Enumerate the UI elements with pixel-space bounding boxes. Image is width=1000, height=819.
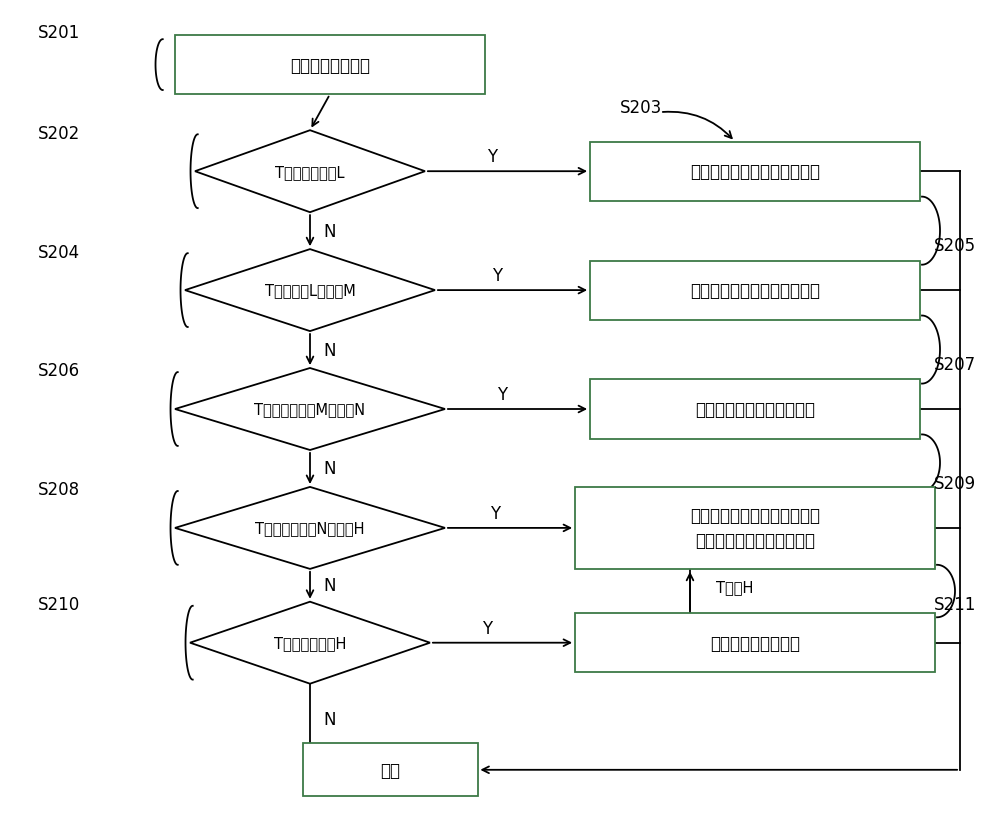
Bar	[590, 261, 920, 320]
Text: T小于H: T小于H	[716, 580, 754, 595]
Text: N: N	[324, 223, 336, 240]
Text: Y: Y	[487, 148, 498, 166]
Text: T是否大于等于H: T是否大于等于H	[274, 636, 346, 650]
Text: 电磁炉保持当前功率连续加热: 电磁炉保持当前功率连续加热	[690, 163, 820, 181]
Polygon shape	[195, 131, 425, 213]
Bar	[590, 380, 920, 439]
Polygon shape	[190, 602, 430, 684]
Text: N: N	[324, 577, 336, 595]
Bar	[302, 744, 478, 796]
Text: S210: S210	[38, 595, 80, 613]
Text: 返回: 返回	[380, 761, 400, 779]
Text: T是否大于等于N且小于H: T是否大于等于N且小于H	[255, 521, 365, 536]
Text: S211: S211	[934, 595, 976, 613]
Polygon shape	[185, 250, 435, 332]
Text: 控制电磁炉降低功率连续加热: 控制电磁炉降低功率连续加热	[690, 282, 820, 300]
Text: T是否大于等于M且小于N: T是否大于等于M且小于N	[254, 402, 366, 417]
Text: 电磁炉在当前调功比的基础上
降低调功比进行调功率加热: 电磁炉在当前调功比的基础上 降低调功比进行调功率加热	[690, 507, 820, 550]
Text: S206: S206	[38, 361, 80, 379]
Text: N: N	[324, 460, 336, 477]
Text: T是否大于L且小于M: T是否大于L且小于M	[265, 283, 355, 298]
Text: S201: S201	[38, 24, 80, 42]
Text: Y: Y	[497, 386, 508, 404]
Polygon shape	[175, 369, 445, 450]
Bar	[575, 613, 935, 672]
Text: Y: Y	[490, 505, 500, 523]
Text: 检测电磁炉的温度: 检测电磁炉的温度	[290, 57, 370, 75]
Text: S205: S205	[934, 237, 976, 255]
Text: S203: S203	[620, 99, 662, 117]
Text: S202: S202	[38, 125, 80, 143]
Text: S207: S207	[934, 355, 976, 373]
Text: Y: Y	[492, 267, 503, 285]
Text: N: N	[324, 710, 336, 727]
Text: S208: S208	[38, 481, 80, 499]
Text: S209: S209	[934, 474, 976, 492]
Text: Y: Y	[482, 619, 493, 637]
Polygon shape	[175, 487, 445, 569]
Text: 控制电磁炉停止加热: 控制电磁炉停止加热	[710, 634, 800, 652]
Bar	[575, 487, 935, 569]
Text: 控制电磁炉进行调功率加热: 控制电磁炉进行调功率加热	[695, 400, 815, 419]
Text: T是否小于等于L: T是否小于等于L	[275, 165, 345, 179]
Text: N: N	[324, 342, 336, 359]
Bar	[175, 36, 485, 95]
Bar	[590, 143, 920, 201]
Text: S204: S204	[38, 243, 80, 261]
